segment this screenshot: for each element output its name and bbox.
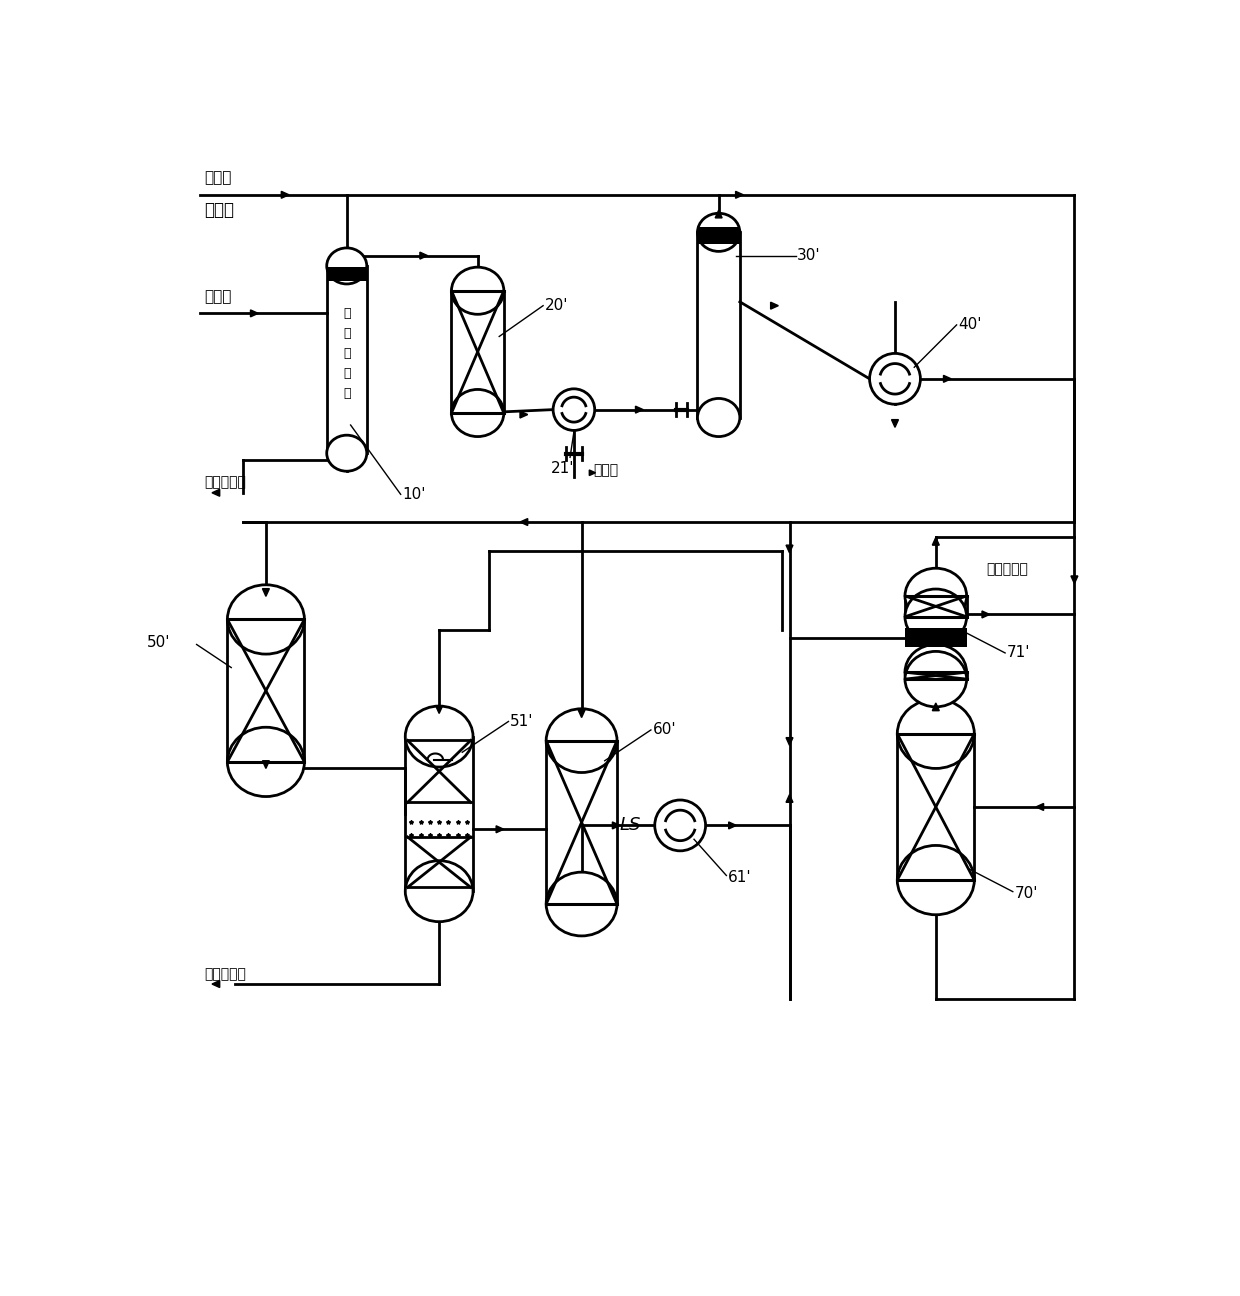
- Ellipse shape: [546, 709, 618, 772]
- Bar: [546, 740, 618, 905]
- Bar: [405, 736, 472, 892]
- Polygon shape: [786, 794, 792, 802]
- Circle shape: [553, 389, 595, 430]
- Bar: [326, 266, 367, 454]
- Polygon shape: [928, 634, 936, 642]
- Ellipse shape: [697, 398, 740, 437]
- Polygon shape: [892, 420, 899, 428]
- Text: 变换气: 变换气: [205, 201, 234, 219]
- Polygon shape: [1071, 575, 1078, 583]
- Bar: [326, 267, 367, 281]
- Bar: [905, 673, 967, 679]
- Text: 61': 61': [728, 871, 751, 885]
- Polygon shape: [435, 706, 443, 714]
- Text: 70': 70': [1014, 885, 1038, 901]
- Bar: [227, 619, 304, 762]
- Text: 10': 10': [402, 487, 425, 502]
- Text: 40': 40': [959, 318, 982, 332]
- Text: 分: 分: [343, 347, 351, 360]
- Polygon shape: [932, 538, 939, 546]
- Text: 21': 21': [551, 461, 574, 477]
- Polygon shape: [578, 710, 585, 718]
- Text: 变换气: 变换气: [205, 171, 232, 185]
- Ellipse shape: [227, 584, 304, 654]
- Polygon shape: [1035, 804, 1044, 810]
- Text: 60': 60': [652, 722, 676, 737]
- Text: 工艺冷凝液: 工艺冷凝液: [205, 476, 247, 490]
- Text: 合成气: 合成气: [205, 289, 232, 305]
- Circle shape: [869, 354, 920, 404]
- Polygon shape: [496, 826, 503, 833]
- Polygon shape: [982, 610, 990, 618]
- Ellipse shape: [697, 214, 740, 251]
- Polygon shape: [520, 411, 528, 419]
- Polygon shape: [786, 737, 792, 745]
- Polygon shape: [263, 761, 269, 769]
- Text: 30': 30': [797, 248, 821, 263]
- Ellipse shape: [905, 644, 967, 700]
- Polygon shape: [735, 192, 743, 198]
- Polygon shape: [263, 588, 269, 596]
- Ellipse shape: [898, 699, 975, 769]
- Ellipse shape: [905, 652, 967, 706]
- Ellipse shape: [326, 435, 367, 472]
- Ellipse shape: [898, 845, 975, 915]
- Polygon shape: [770, 302, 779, 310]
- Text: 器: 器: [343, 388, 351, 400]
- Polygon shape: [520, 518, 528, 525]
- Text: 工艺冷凝液: 工艺冷凝液: [205, 967, 247, 981]
- Ellipse shape: [405, 861, 472, 921]
- Polygon shape: [420, 253, 428, 259]
- Text: 煤: 煤: [343, 307, 351, 320]
- Ellipse shape: [451, 389, 503, 437]
- Bar: [697, 227, 740, 244]
- Bar: [898, 734, 975, 880]
- Bar: [697, 232, 740, 417]
- Polygon shape: [589, 470, 595, 476]
- Ellipse shape: [905, 588, 967, 644]
- Polygon shape: [212, 981, 219, 988]
- Ellipse shape: [326, 248, 367, 284]
- Ellipse shape: [227, 727, 304, 797]
- Text: LS: LS: [620, 816, 641, 835]
- Text: 51': 51': [510, 714, 533, 728]
- Polygon shape: [212, 490, 219, 496]
- Ellipse shape: [905, 568, 967, 623]
- Ellipse shape: [546, 872, 618, 936]
- Text: 20': 20': [544, 298, 568, 314]
- Circle shape: [655, 800, 706, 851]
- Text: 工艺冷凝液: 工艺冷凝液: [986, 562, 1028, 575]
- Polygon shape: [635, 406, 644, 413]
- Bar: [905, 629, 967, 647]
- Polygon shape: [613, 822, 620, 829]
- Text: 50': 50': [146, 635, 170, 651]
- Polygon shape: [932, 702, 939, 710]
- Polygon shape: [250, 310, 258, 316]
- Polygon shape: [715, 210, 722, 218]
- Ellipse shape: [405, 706, 472, 767]
- Polygon shape: [729, 822, 737, 829]
- Ellipse shape: [451, 267, 503, 315]
- Text: 71': 71': [1007, 645, 1030, 661]
- Text: 离: 离: [343, 367, 351, 380]
- Polygon shape: [281, 192, 289, 198]
- Text: 排地沟: 排地沟: [593, 464, 619, 477]
- Polygon shape: [944, 376, 951, 382]
- Bar: [905, 596, 967, 617]
- Text: 气: 气: [343, 327, 351, 340]
- Polygon shape: [786, 546, 792, 553]
- Bar: [451, 290, 503, 413]
